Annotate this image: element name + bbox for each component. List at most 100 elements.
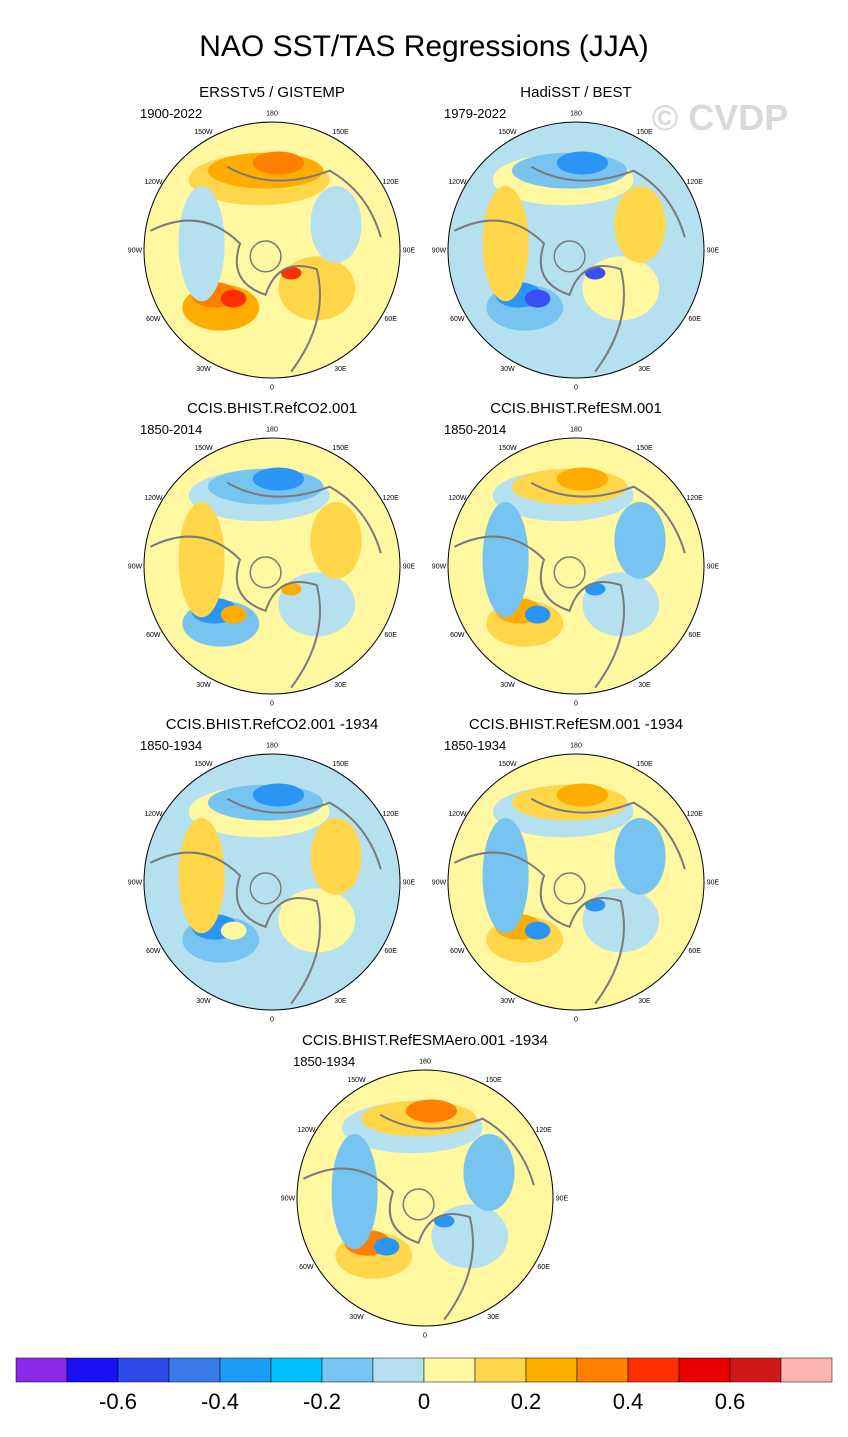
panel-period: 1850-1934 (293, 1054, 355, 1069)
colorbar-swatch (66, 1357, 119, 1383)
anomaly-region (524, 605, 551, 624)
colorbar-swatch (678, 1357, 731, 1383)
colorbar-swatch (780, 1357, 833, 1383)
map-panels: ERSSTv5 / GISTEMP 1900-2022 180 150E 120E 90E… (128, 84, 720, 1340)
coastline (149, 851, 321, 1005)
longitude-label: 180 (266, 111, 278, 118)
map-panel-p7: CCIS.BHIST.RefESMAero.001 -1934 1850-1934… (281, 1032, 569, 1340)
longitude-label: 90E (556, 1196, 569, 1203)
coastline (453, 851, 625, 1005)
anomaly-region (331, 1134, 378, 1250)
coastline (302, 1167, 474, 1321)
longitude-label: 180 (570, 743, 582, 750)
map-panel-p1: ERSSTv5 / GISTEMP 1900-2022 180 150E 120E 90E… (128, 84, 416, 392)
longitude-label: 60E (384, 948, 397, 955)
longitude-label: 60E (384, 316, 397, 323)
coastline (226, 481, 382, 554)
longitude-label: 0 (423, 1333, 427, 1340)
panel-title: CCIS.BHIST.RefCO2.001 (187, 400, 357, 417)
longitude-label: 150E (485, 1077, 502, 1084)
longitude-label: 30E (334, 366, 347, 373)
coastline (530, 165, 686, 238)
colorbar: -0.6 -0.4 -0.2 0 0.2 0.4 0.6 (15, 1357, 833, 1414)
anomaly-region (524, 921, 551, 940)
longitude-label: 60W (450, 948, 465, 955)
anomaly-region (310, 818, 362, 895)
longitude-label: 60W (450, 316, 465, 323)
shaded-field (297, 1070, 553, 1326)
anomaly-region (252, 783, 304, 807)
map-boundary (447, 753, 705, 1011)
longitude-label: 90E (403, 248, 416, 255)
coastline (530, 797, 686, 870)
colorbar-swatch (627, 1357, 680, 1383)
map-boundary (143, 437, 401, 695)
shaded-field (144, 122, 400, 378)
anomaly-region (582, 572, 660, 637)
map-panel-p2: HadiSST / BEST 1979-2022 180 150E 120E 90E 60E… (432, 84, 720, 392)
longitude-label: 0 (574, 385, 578, 392)
longitude-label: 30W (500, 682, 515, 689)
panel-period: 1850-1934 (444, 738, 506, 753)
longitude-label: 30W (500, 366, 515, 373)
longitude-label: 0 (574, 701, 578, 708)
coastline (402, 1188, 435, 1221)
longitude-label: 150E (332, 129, 349, 136)
anomaly-region (252, 467, 304, 491)
colorbar-swatch (525, 1357, 578, 1383)
longitude-label: 150E (636, 761, 653, 768)
anomaly-region (482, 501, 529, 618)
anomaly-region (582, 888, 660, 953)
longitude-label: 60W (146, 948, 161, 955)
longitude-label: 60E (384, 632, 397, 639)
anomaly-region (556, 783, 609, 807)
panel-period: 1979-2022 (444, 106, 506, 121)
longitude-label: 90E (707, 564, 720, 571)
anomaly-region (584, 266, 606, 280)
colorbar-swatch (372, 1357, 425, 1383)
coastline (530, 481, 686, 554)
colorbar-tick-label: -0.2 (303, 1389, 341, 1414)
coastline (226, 797, 382, 870)
anomaly-region (278, 256, 356, 321)
panel-title: CCIS.BHIST.RefESM.001 (490, 400, 662, 417)
longitude-label: 150E (636, 129, 653, 136)
colorbar-swatch (168, 1357, 221, 1383)
coastline (249, 872, 282, 905)
longitude-label: 150W (194, 761, 213, 768)
longitude-label: 60W (450, 632, 465, 639)
map-boundary (143, 753, 401, 1011)
colorbar-tick-label: 0.4 (613, 1389, 644, 1414)
longitude-label: 60E (688, 632, 701, 639)
longitude-label: 180 (419, 1059, 431, 1066)
longitude-label: 120E (382, 811, 399, 818)
shaded-field (144, 438, 400, 694)
anomaly-region (431, 1204, 509, 1269)
longitude-label: 120W (297, 1127, 316, 1134)
anomaly-region (220, 289, 247, 308)
longitude-label: 120W (144, 811, 163, 818)
longitude-label: 120W (144, 179, 163, 186)
shaded-field (448, 122, 704, 378)
longitude-label: 60W (146, 316, 161, 323)
anomaly-region (463, 1134, 515, 1211)
colorbar-swatch (321, 1357, 374, 1383)
coastline (149, 535, 321, 689)
longitude-label: 30E (334, 998, 347, 1005)
coastline (453, 535, 625, 689)
shaded-field (448, 438, 704, 694)
longitude-label: 30W (196, 998, 211, 1005)
colorbar-tick-label: -0.4 (201, 1389, 239, 1414)
anomaly-region (220, 921, 247, 940)
anomaly-region (524, 289, 551, 308)
longitude-label: 120W (448, 495, 467, 502)
coastline (149, 219, 321, 373)
longitude-label: 90E (707, 880, 720, 887)
map-boundary (143, 121, 401, 379)
longitude-label: 90W (432, 880, 447, 887)
colorbar-swatch (474, 1357, 527, 1383)
longitude-label: 90W (432, 248, 447, 255)
longitude-label: 120E (686, 179, 703, 186)
longitude-label: 120E (382, 495, 399, 502)
longitude-label: 90W (432, 564, 447, 571)
